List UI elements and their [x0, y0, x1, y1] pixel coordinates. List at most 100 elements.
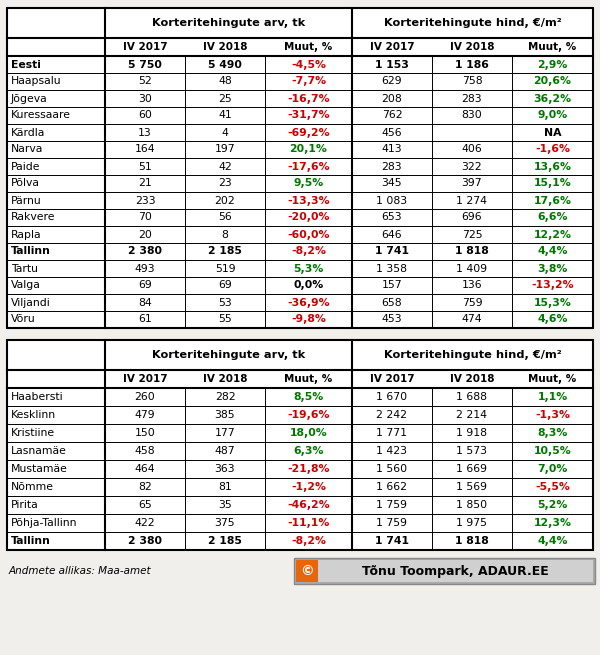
Text: 177: 177: [215, 428, 235, 438]
Text: 51: 51: [138, 162, 152, 172]
Text: 81: 81: [218, 482, 232, 492]
Text: 70: 70: [138, 212, 152, 223]
Text: 1 688: 1 688: [457, 392, 487, 402]
Text: 1 662: 1 662: [377, 482, 407, 492]
Text: 15,1%: 15,1%: [533, 179, 571, 189]
Text: 136: 136: [461, 280, 482, 291]
Text: Muut, %: Muut, %: [284, 374, 332, 384]
Text: -1,3%: -1,3%: [535, 410, 570, 420]
Text: 52: 52: [138, 77, 152, 86]
Bar: [7, 340, 593, 550]
Text: 84: 84: [138, 297, 152, 307]
Text: Pirita: Pirita: [11, 500, 39, 510]
Text: 759: 759: [461, 297, 482, 307]
Text: -1,2%: -1,2%: [291, 482, 326, 492]
Text: 8,3%: 8,3%: [538, 428, 568, 438]
Text: IV 2018: IV 2018: [203, 42, 247, 52]
Text: Rakvere: Rakvere: [11, 212, 56, 223]
Text: 260: 260: [134, 392, 155, 402]
Text: 197: 197: [215, 145, 235, 155]
Text: 35: 35: [218, 500, 232, 510]
Text: 363: 363: [215, 464, 235, 474]
Text: Korteritehingute hind, €/m²: Korteritehingute hind, €/m²: [383, 350, 562, 360]
Text: Tartu: Tartu: [11, 263, 38, 274]
Text: Muut, %: Muut, %: [529, 42, 577, 52]
Text: 2 380: 2 380: [128, 536, 162, 546]
Text: Nõmme: Nõmme: [11, 482, 54, 492]
Text: 375: 375: [215, 518, 235, 528]
Text: 282: 282: [215, 392, 235, 402]
Text: 82: 82: [138, 482, 152, 492]
Text: 1 560: 1 560: [376, 464, 407, 474]
Text: 233: 233: [134, 195, 155, 206]
Text: 479: 479: [134, 410, 155, 420]
Text: 20,1%: 20,1%: [290, 145, 328, 155]
Text: 413: 413: [382, 145, 403, 155]
Text: 23: 23: [218, 179, 232, 189]
Text: 36,2%: 36,2%: [533, 94, 572, 103]
Text: 202: 202: [215, 195, 235, 206]
Text: -11,1%: -11,1%: [287, 518, 329, 528]
Text: -4,5%: -4,5%: [291, 60, 326, 69]
Text: 60: 60: [138, 111, 152, 121]
Text: 1 818: 1 818: [455, 246, 489, 257]
Text: -36,9%: -36,9%: [287, 297, 330, 307]
Text: 48: 48: [218, 77, 232, 86]
Bar: [7, 8, 593, 328]
Bar: [7, 8, 593, 328]
Text: 30: 30: [138, 94, 152, 103]
Bar: [294, 558, 595, 584]
Text: Valga: Valga: [11, 280, 41, 291]
Text: -7,7%: -7,7%: [291, 77, 326, 86]
Text: Eesti: Eesti: [11, 60, 41, 69]
Text: Kesklinn: Kesklinn: [11, 410, 56, 420]
Text: 53: 53: [218, 297, 232, 307]
Text: 5 490: 5 490: [208, 60, 242, 69]
Text: -31,7%: -31,7%: [287, 111, 330, 121]
Text: Tallinn: Tallinn: [11, 536, 51, 546]
Text: IV 2017: IV 2017: [370, 374, 415, 384]
Text: 42: 42: [218, 162, 232, 172]
Text: 164: 164: [134, 145, 155, 155]
Text: 0,0%: 0,0%: [293, 280, 323, 291]
Text: -19,6%: -19,6%: [287, 410, 330, 420]
Text: 2 380: 2 380: [128, 246, 162, 257]
Text: 20,6%: 20,6%: [533, 77, 571, 86]
Text: 1 975: 1 975: [457, 518, 487, 528]
Text: 69: 69: [138, 280, 152, 291]
Text: -69,2%: -69,2%: [287, 128, 330, 138]
Text: 69: 69: [218, 280, 232, 291]
Text: 208: 208: [382, 94, 403, 103]
Text: 725: 725: [461, 229, 482, 240]
Text: 1 573: 1 573: [457, 446, 487, 456]
Bar: [7, 340, 593, 550]
Text: 653: 653: [382, 212, 403, 223]
Text: 25: 25: [218, 94, 232, 103]
Bar: [296, 560, 318, 582]
Text: -21,8%: -21,8%: [287, 464, 330, 474]
Text: -16,7%: -16,7%: [287, 94, 330, 103]
Text: 2 242: 2 242: [377, 410, 407, 420]
Text: 456: 456: [382, 128, 403, 138]
Text: ©: ©: [300, 564, 314, 578]
Bar: [318, 560, 593, 582]
Text: Haabersti: Haabersti: [11, 392, 64, 402]
Text: 4: 4: [221, 128, 229, 138]
Text: 10,5%: 10,5%: [533, 446, 571, 456]
Text: Korteritehingute arv, tk: Korteritehingute arv, tk: [152, 18, 305, 28]
Text: -1,6%: -1,6%: [535, 145, 570, 155]
Text: 1 759: 1 759: [377, 518, 407, 528]
Text: Mustamäe: Mustamäe: [11, 464, 68, 474]
Text: Kuressaare: Kuressaare: [11, 111, 71, 121]
Text: 20: 20: [138, 229, 152, 240]
Text: IV 2017: IV 2017: [122, 374, 167, 384]
Text: Võru: Võru: [11, 314, 36, 324]
Text: 493: 493: [134, 263, 155, 274]
Text: 150: 150: [134, 428, 155, 438]
Text: 157: 157: [382, 280, 403, 291]
Text: Haapsalu: Haapsalu: [11, 77, 62, 86]
Text: Lasnamäe: Lasnamäe: [11, 446, 67, 456]
Text: 1 409: 1 409: [457, 263, 488, 274]
Text: 65: 65: [138, 500, 152, 510]
Text: 6,3%: 6,3%: [293, 446, 324, 456]
